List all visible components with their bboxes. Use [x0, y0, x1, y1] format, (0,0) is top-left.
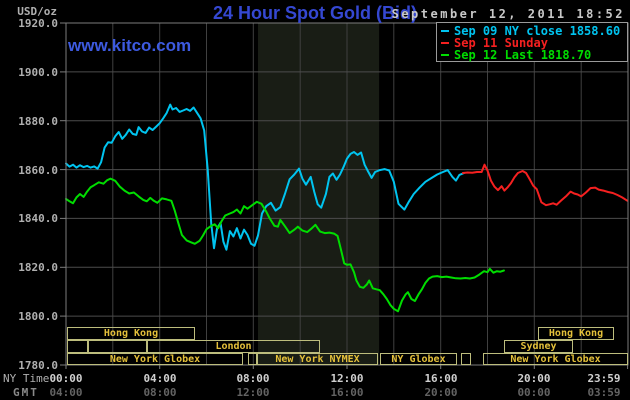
x-tick-label-ny-time: 00:00: [49, 372, 83, 385]
legend-dash-marker: [441, 30, 449, 32]
x-tick-label-ny-time: 08:00: [236, 372, 270, 385]
y-tick-label: 1880.0: [18, 115, 58, 128]
legend: Sep 09 NY close 1858.60 Sep 11 Sunday Sep …: [436, 22, 628, 62]
x-tick-label-ny-time: 20:00: [517, 372, 551, 385]
x-tick-label-gmt: 03:59: [587, 386, 621, 399]
nymex-session-shading: [258, 23, 380, 365]
session-box-hong-kong: Hong Kong: [67, 327, 195, 340]
x-tick-label-ny-time: 12:00: [330, 372, 364, 385]
session-box: [88, 340, 147, 353]
session-box-new-york-nymex: New York NYMEX: [257, 353, 378, 365]
session-box-new-york-globex: New York Globex: [67, 353, 243, 365]
session-box-sydney: Sydney: [504, 340, 573, 353]
x-tick-label-gmt: 04:00: [49, 386, 83, 399]
legend-dash-marker: [441, 54, 449, 56]
x-tick-label-gmt: 12:00: [236, 386, 270, 399]
session-box-ny-globex: NY Globex: [380, 353, 457, 365]
legend-item: Sep 12 Last 1818.70: [441, 48, 627, 62]
legend-item: Sep 09 NY close 1858.60: [441, 24, 627, 38]
y-tick-label: 1840.0: [18, 212, 58, 225]
y-tick-label: 1900.0: [18, 66, 58, 79]
y-tick-label: 1800.0: [18, 310, 58, 323]
chart-title: 24 Hour Spot Gold (Bid): [213, 3, 417, 23]
timestamp: September 12, 2011 18:52: [391, 7, 625, 21]
x-axis-row1-label: NY Time: [3, 372, 50, 385]
series-line-sep-09: [65, 103, 466, 251]
legend-item-label: Sep 09 NY close 1858.60: [454, 24, 621, 38]
legend-dash-marker: [441, 42, 449, 44]
x-tick-label-ny-time: 23:59: [587, 372, 621, 385]
x-tick-label-gmt: 16:00: [330, 386, 364, 399]
series-line-sep-12: [65, 177, 505, 313]
session-box: [248, 353, 257, 365]
x-tick-label-ny-time: 16:00: [424, 372, 458, 385]
session-box-new-york-globex: New York Globex: [483, 353, 628, 365]
x-tick-label-gmt: 00:00: [517, 386, 551, 399]
y-tick-label: 1860.0: [18, 164, 58, 177]
series-line-sep-11: [461, 163, 629, 207]
session-box-london: London: [147, 340, 320, 353]
y-tick-label: 1820.0: [18, 261, 58, 274]
kitco-watermark-link[interactable]: www.kitco.com: [68, 36, 192, 55]
x-tick-label-ny-time: 04:00: [143, 372, 177, 385]
session-box: [67, 340, 88, 353]
y-axis-unit-label: USD/oz: [17, 5, 57, 18]
y-tick-label: 1920.0: [18, 17, 58, 30]
session-box-hong-kong: Hong Kong: [538, 327, 614, 340]
legend-item: Sep 11 Sunday: [441, 36, 627, 50]
legend-item-label: Sep 11 Sunday: [454, 36, 548, 50]
x-axis-row2-label: GMT: [13, 386, 39, 399]
x-tick-label-gmt: 20:00: [424, 386, 458, 399]
session-box: [461, 353, 471, 365]
x-tick-label-gmt: 08:00: [143, 386, 177, 399]
y-tick-label: 1780.0: [18, 359, 58, 372]
legend-item-label: Sep 12 Last 1818.70: [454, 48, 592, 62]
